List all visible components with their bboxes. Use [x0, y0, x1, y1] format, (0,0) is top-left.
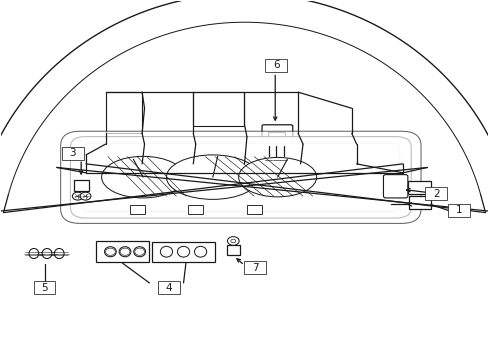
- Bar: [265, 59, 286, 72]
- Bar: [407, 181, 430, 194]
- Bar: [425, 187, 446, 200]
- Ellipse shape: [42, 248, 52, 258]
- Ellipse shape: [104, 247, 116, 257]
- Bar: [158, 281, 179, 294]
- Text: 6: 6: [272, 60, 279, 70]
- FancyBboxPatch shape: [82, 143, 399, 212]
- Text: 7: 7: [251, 263, 258, 273]
- Text: 6: 6: [272, 60, 279, 70]
- Bar: [62, 147, 83, 159]
- FancyBboxPatch shape: [262, 125, 292, 147]
- Circle shape: [105, 248, 115, 255]
- Text: 1: 1: [455, 206, 462, 216]
- Ellipse shape: [119, 247, 131, 257]
- Bar: [267, 132, 285, 139]
- Circle shape: [230, 239, 235, 243]
- Bar: [130, 205, 144, 214]
- Circle shape: [80, 192, 91, 200]
- Text: 2: 2: [432, 189, 439, 199]
- Bar: [188, 205, 203, 214]
- Bar: [227, 244, 239, 255]
- Bar: [105, 92, 142, 134]
- Bar: [96, 241, 149, 262]
- FancyBboxPatch shape: [61, 131, 420, 224]
- Circle shape: [271, 156, 281, 163]
- Bar: [193, 92, 244, 126]
- Circle shape: [120, 248, 130, 255]
- Text: 3: 3: [69, 148, 76, 158]
- Circle shape: [278, 156, 288, 163]
- Ellipse shape: [29, 248, 39, 258]
- Text: 5: 5: [41, 283, 48, 293]
- Text: 7: 7: [251, 263, 258, 273]
- Bar: [244, 261, 265, 274]
- FancyBboxPatch shape: [70, 136, 410, 218]
- FancyBboxPatch shape: [383, 175, 407, 198]
- Text: 2: 2: [432, 189, 439, 199]
- Ellipse shape: [238, 157, 316, 197]
- Bar: [152, 242, 215, 262]
- Ellipse shape: [160, 246, 172, 257]
- Text: 3: 3: [69, 148, 76, 158]
- Circle shape: [264, 156, 273, 163]
- Bar: [408, 196, 430, 210]
- Ellipse shape: [134, 247, 145, 257]
- Bar: [74, 180, 89, 191]
- Ellipse shape: [102, 156, 184, 198]
- Ellipse shape: [166, 155, 259, 199]
- Bar: [447, 204, 469, 217]
- Circle shape: [135, 248, 144, 255]
- Circle shape: [72, 192, 83, 200]
- Ellipse shape: [177, 246, 189, 257]
- Ellipse shape: [194, 246, 206, 257]
- Bar: [34, 281, 55, 294]
- Text: 1: 1: [455, 206, 462, 216]
- Ellipse shape: [54, 248, 64, 258]
- Circle shape: [227, 237, 239, 245]
- Bar: [246, 205, 261, 214]
- Text: 5: 5: [41, 283, 48, 293]
- Text: 4: 4: [165, 283, 172, 293]
- Text: 4: 4: [165, 283, 172, 293]
